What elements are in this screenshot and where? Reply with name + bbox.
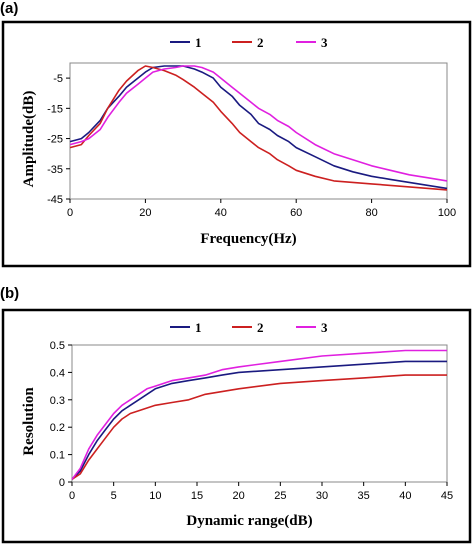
x-tick-label: 5	[111, 490, 117, 502]
legend-label-1: 1	[195, 320, 202, 335]
legend-label-2: 2	[257, 320, 264, 335]
y-tick-label: -15	[47, 103, 63, 115]
x-axis-title: Frequency(Hz)	[200, 231, 296, 247]
series-line-2	[71, 374, 447, 480]
panel-label-a: (a)	[0, 0, 19, 17]
x-tick-label: 30	[316, 490, 328, 502]
series-line-3	[71, 349, 447, 480]
x-tick-label: 20	[233, 490, 245, 502]
plot-area	[69, 62, 448, 200]
panel-b-frame	[1, 308, 472, 544]
y-tick-label: -5	[53, 73, 63, 85]
x-axis-title: Dynamic range(dB)	[186, 513, 312, 529]
series-line-1	[69, 65, 448, 190]
x-tick-label: 45	[441, 490, 453, 502]
y-tick-label: 0.3	[50, 395, 65, 407]
chart-resolution-dynamic-range: 0 5 10 15 20 25 30 35 40 45 0 0.1 0.2 0.3 0.4 0.5 Dynami…	[21, 320, 453, 529]
panel-label-b: (b)	[0, 285, 20, 302]
chart-amplitude-frequency: 0 20 40 60 80 100 -5 -15 -25 -35 -45 Frequency(Hz) A…	[21, 35, 456, 247]
x-tick-label: 60	[290, 207, 302, 219]
series-line-2	[69, 65, 448, 191]
x-tick-label: 20	[139, 207, 151, 219]
y-axis-title: Amplitude(dB)	[21, 91, 37, 188]
series-line-1	[71, 360, 447, 480]
x-tick-label: 35	[358, 490, 370, 502]
panel-a-frame	[1, 20, 472, 268]
x-tick-label: 40	[399, 490, 411, 502]
y-tick-label: 0.2	[50, 422, 65, 434]
x-tick-label: 0	[69, 490, 75, 502]
y-tick-label: 0.5	[50, 340, 65, 352]
y-tick-label: 0.1	[50, 450, 65, 462]
y-axis-title: Resolution	[21, 387, 37, 456]
x-tick-label: 15	[191, 490, 203, 502]
y-tick-label: 0.4	[50, 367, 65, 379]
x-tick-label: 0	[67, 207, 73, 219]
x-tick-label: 80	[365, 207, 377, 219]
plot-area	[71, 344, 448, 483]
y-tick-label: 0	[59, 477, 65, 489]
x-tick-label: 100	[438, 207, 456, 219]
x-tick-label: 40	[215, 207, 227, 219]
legend-label-3: 3	[321, 35, 328, 50]
x-tick-label: 25	[274, 490, 286, 502]
y-tick-label: -25	[47, 134, 63, 146]
legend-label-3: 3	[321, 320, 328, 335]
legend-label-2: 2	[257, 35, 264, 50]
y-tick-label: -45	[47, 194, 63, 206]
x-tick-label: 10	[149, 490, 161, 502]
series-line-3	[69, 65, 448, 182]
y-tick-label: -35	[47, 164, 63, 176]
legend-label-1: 1	[195, 35, 202, 50]
